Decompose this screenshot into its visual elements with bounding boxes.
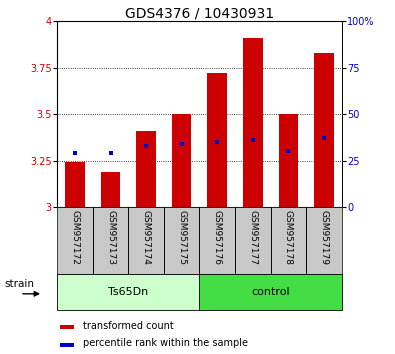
Text: GSM957175: GSM957175 (177, 210, 186, 266)
Bar (57, 207, 93, 274)
Bar (172, 114, 192, 207)
Bar (278, 114, 298, 207)
Bar (60, 325, 74, 329)
Title: GDS4376 / 10430931: GDS4376 / 10430931 (125, 6, 274, 20)
Text: GSM957174: GSM957174 (142, 210, 150, 266)
Bar (306, 207, 342, 274)
Bar (136, 131, 156, 207)
Bar (207, 73, 227, 207)
Bar (57, 274, 199, 310)
Text: GSM957176: GSM957176 (213, 210, 222, 266)
Text: percentile rank within the sample: percentile rank within the sample (83, 338, 248, 348)
Bar (199, 207, 235, 274)
Text: GSM957172: GSM957172 (71, 210, 79, 266)
Text: GSM957179: GSM957179 (320, 210, 328, 266)
Text: GSM957173: GSM957173 (106, 210, 115, 266)
Bar (243, 38, 263, 207)
Bar (314, 53, 334, 207)
Bar (164, 207, 199, 274)
Bar (271, 207, 306, 274)
Bar (235, 207, 271, 274)
Text: transformed count: transformed count (83, 321, 174, 331)
Bar (65, 162, 85, 207)
Bar (60, 343, 74, 347)
Bar (128, 207, 164, 274)
Text: Ts65Dn: Ts65Dn (108, 287, 149, 297)
Text: GSM957178: GSM957178 (284, 210, 293, 266)
Text: control: control (251, 287, 290, 297)
Bar (199, 274, 342, 310)
Bar (101, 172, 120, 207)
Text: GSM957177: GSM957177 (248, 210, 257, 266)
Text: strain: strain (5, 279, 35, 289)
Bar (93, 207, 128, 274)
